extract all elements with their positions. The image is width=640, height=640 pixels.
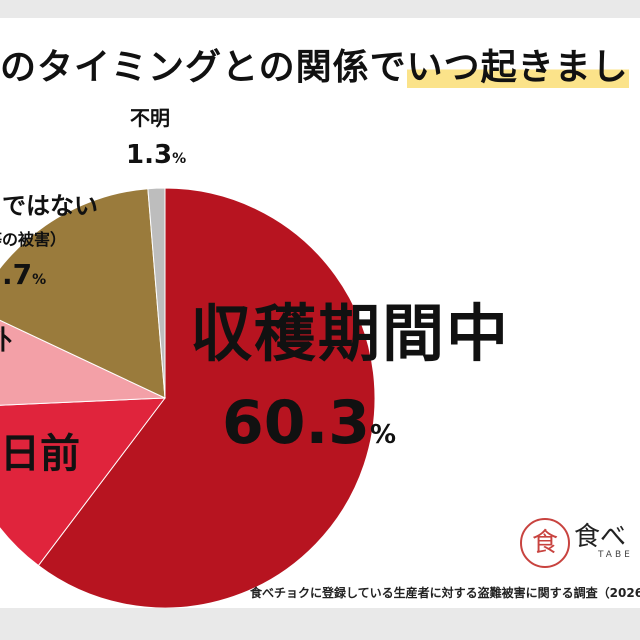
value-not: .7%	[2, 258, 46, 291]
label-unknown: 不明	[130, 102, 170, 131]
pie-slice-4	[147, 187, 166, 399]
label-not: ではない	[2, 186, 98, 221]
value-harvest: 60.3%	[222, 388, 396, 458]
label-days-before-text: 日前	[0, 431, 80, 477]
pie-slice-0	[37, 187, 376, 608]
title-highlight: いつ起きまし	[406, 47, 629, 88]
value-not-number: .7	[2, 258, 33, 291]
label-outside: 外	[0, 320, 12, 357]
pie-slice-2	[0, 319, 166, 406]
label-not-sub-text: 等の被害）	[0, 230, 67, 249]
chart-title: のタイミングとの関係でいつ起きまし	[0, 38, 629, 90]
brand-logo: 食 食べ TABE	[516, 514, 640, 574]
label-unknown-text: 不明	[130, 106, 170, 130]
survey-source: 食べチョクに登録している生産者に対する盗難被害に関する調査（2026	[250, 586, 640, 600]
label-not-text: ではない	[2, 192, 98, 220]
label-harvest-text: 収穫期間中	[190, 297, 511, 370]
label-outside-text: 外	[0, 326, 12, 356]
value-unknown-unit: %	[172, 151, 187, 167]
label-not-sub: 等の被害）	[0, 226, 66, 250]
label-days-before: 日前	[0, 421, 80, 479]
value-unknown: 1.3%	[126, 140, 186, 170]
value-harvest-number: 60.3	[222, 388, 371, 458]
pie-slice-3	[0, 188, 166, 399]
logo-name: 食べ	[574, 522, 627, 552]
value-harvest-unit: %	[370, 420, 397, 450]
value-unknown-number: 1.3	[126, 140, 173, 170]
title-lead: のタイミングとの関係で	[0, 47, 407, 88]
logo-sub: TABE	[598, 550, 633, 560]
pie-slice-1	[0, 397, 167, 567]
logo-mark-icon: 食	[520, 518, 570, 568]
pie-chart	[0, 187, 376, 608]
value-not-unit: %	[32, 272, 47, 288]
chart-card: のタイミングとの関係でいつ起きまし 収穫期間中 60.3% 日前 外 ではない …	[0, 18, 640, 608]
label-harvest: 収穫期間中	[190, 283, 510, 373]
